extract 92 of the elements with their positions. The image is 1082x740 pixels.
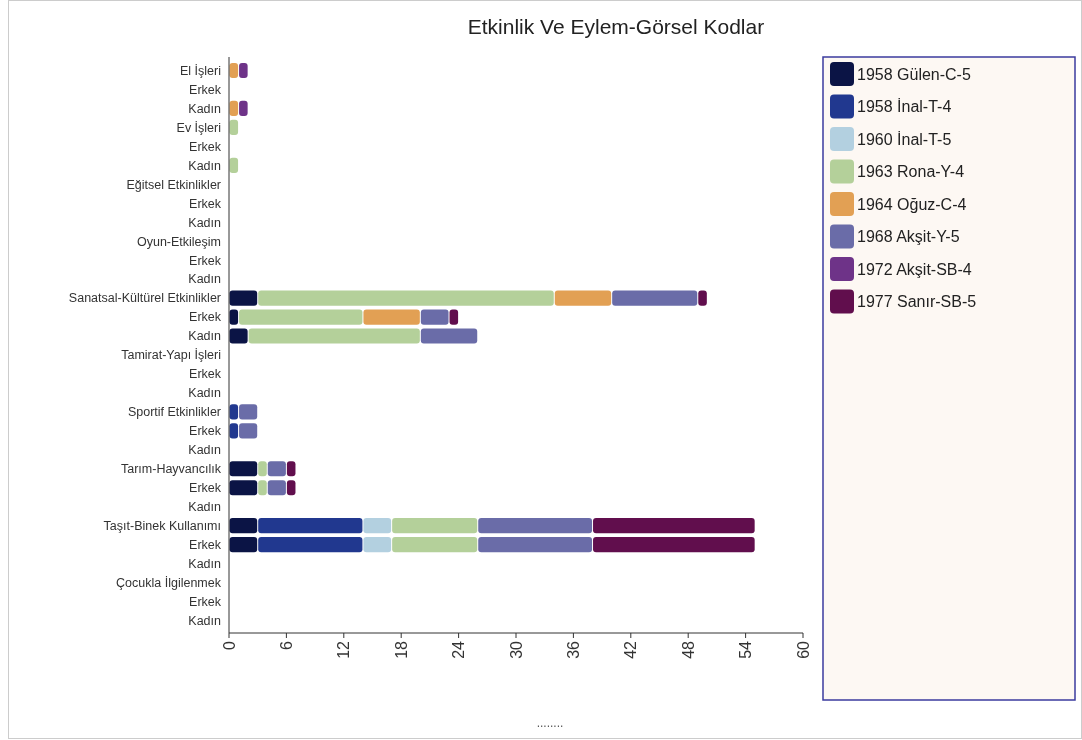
y-tick-label: Erkek (189, 538, 222, 553)
bar (239, 309, 363, 325)
bar (267, 480, 286, 496)
legend-label: 1963 Rona-Y-4 (857, 163, 965, 181)
bar (229, 290, 258, 306)
y-tick-label: Kadın (188, 215, 222, 230)
y-tick-label: Kadın (188, 158, 222, 173)
y-tick-label: Erkek (189, 424, 222, 439)
bar (286, 480, 296, 496)
bar (248, 328, 420, 344)
bar (258, 518, 363, 534)
y-tick-label: Kadın (188, 101, 222, 116)
y-tick-label: Kadın (188, 556, 222, 571)
bar (229, 480, 258, 496)
y-tick-label: Tamirat-Yapı İşleri (121, 348, 221, 363)
bar (593, 537, 755, 553)
bar (258, 461, 267, 477)
chart-title: Etkinlik Ve Eylem-Görsel Kodlar (467, 15, 765, 38)
y-tick-label: Erkek (189, 310, 222, 325)
legend-label: 1968 Akşit-Y-5 (857, 228, 960, 246)
y-tick-label: Erkek (189, 594, 222, 609)
y-tick-label: El İşleri (180, 63, 221, 78)
x-tick-label: 54 (737, 640, 755, 659)
bar (554, 290, 612, 306)
bar (239, 62, 248, 79)
bar (229, 100, 239, 116)
x-tick-label: 0 (220, 640, 238, 650)
bar (363, 309, 420, 325)
x-tick-label: 24 (450, 640, 468, 659)
y-tick-label: Erkek (189, 481, 222, 496)
bar (258, 537, 363, 553)
bar (258, 290, 554, 306)
y-tick-label: Oyun-Etkileşim (136, 234, 221, 249)
bar (286, 461, 296, 477)
x-tick-label: 18 (392, 640, 410, 659)
x-tick-label: 60 (794, 640, 812, 659)
x-tick-label: 36 (565, 640, 582, 659)
y-tick-label: Kadın (188, 500, 222, 515)
bar (229, 461, 258, 477)
bar (229, 157, 239, 173)
bar (267, 461, 286, 477)
y-tick-label: Kadın (188, 613, 222, 628)
y-tick-label: Kadın (188, 272, 222, 287)
x-tick-label: 48 (679, 640, 697, 659)
y-tick-label: Erkek (189, 196, 222, 211)
y-tick-label: Çocukla İlgilenmek (116, 575, 222, 590)
x-tick-label: 30 (507, 640, 525, 659)
legend-label: 1958 Gülen-C-5 (857, 65, 971, 83)
bar (363, 518, 392, 534)
y-tick-label: Erkek (189, 367, 222, 382)
x-tick-label: 12 (335, 640, 353, 659)
bar (478, 518, 593, 534)
bar (229, 328, 248, 344)
bar (239, 423, 258, 439)
bar (612, 290, 698, 306)
legend-label: 1972 Akşit-SB-4 (857, 260, 972, 278)
y-tick-label: Eğitsel Etkinlikler (126, 177, 221, 192)
x-tick-label: 42 (622, 640, 640, 659)
y-tick-label: Kadın (188, 386, 222, 401)
y-tick-label: Sanatsal-Kültürel Etkinlikler (68, 291, 221, 306)
bar (420, 309, 449, 325)
y-tick-label: Kadın (188, 329, 222, 344)
legend-label: 1977 Sanır-SB-5 (857, 293, 977, 311)
bar (698, 290, 707, 306)
bar (229, 119, 239, 135)
legend-label: 1964 Oğuz-C-4 (857, 195, 967, 213)
bar (258, 480, 267, 496)
legend-label: 1958 İnal-T-4 (857, 97, 952, 116)
y-tick-label: Erkek (189, 253, 222, 268)
bar (449, 309, 459, 325)
bar (239, 100, 248, 116)
bar (239, 404, 258, 420)
x-tick-label: 6 (278, 640, 295, 650)
bar (420, 328, 478, 344)
y-tick-label: Ev İşleri (176, 120, 221, 135)
bar (392, 518, 478, 534)
bar (593, 518, 755, 534)
bar (229, 518, 258, 534)
bar (478, 537, 593, 553)
y-tick-label: Kadın (188, 443, 222, 458)
y-tick-label: Taşıt-Binek Kullanımı (103, 519, 221, 534)
y-tick-label: Tarım-Hayvancılık (120, 462, 222, 477)
y-tick-label: Erkek (189, 139, 222, 154)
bar (229, 62, 239, 79)
y-tick-label: Erkek (189, 82, 222, 97)
bar (392, 537, 478, 553)
legend-label: 1960 İnal-T-5 (857, 129, 952, 148)
bar (229, 309, 239, 325)
text: ........ (536, 716, 564, 730)
y-tick-label: Sportif Etkinlikler (127, 405, 221, 420)
bar (229, 537, 258, 553)
bar (363, 537, 392, 553)
